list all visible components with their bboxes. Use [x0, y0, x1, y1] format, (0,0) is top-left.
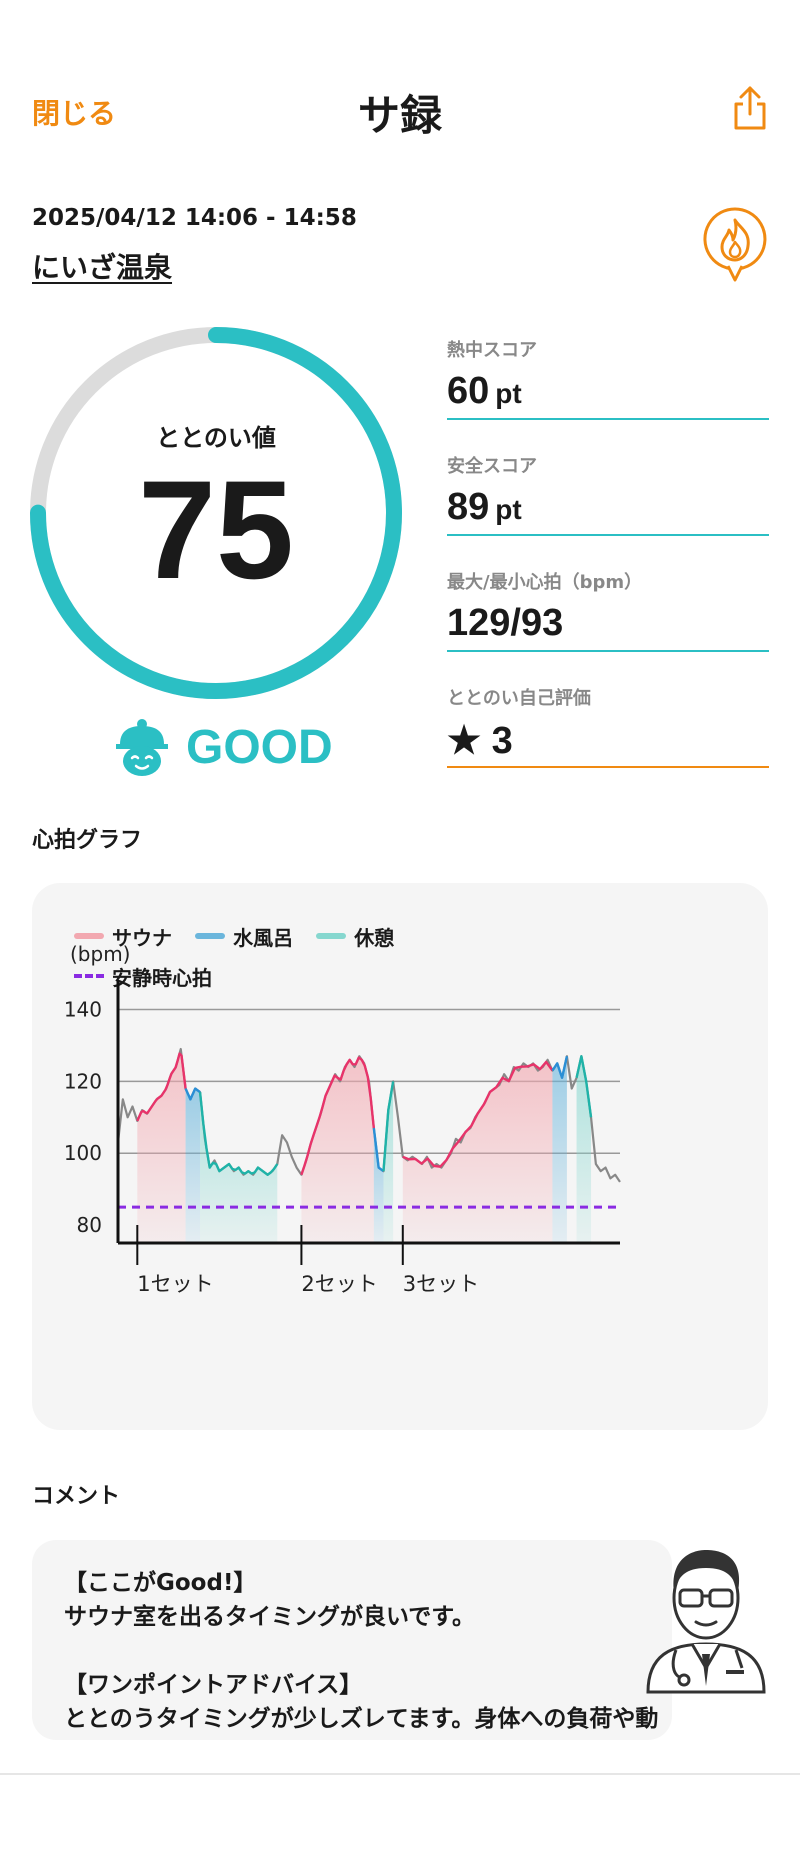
gauge-label: ととのい値 [156, 424, 276, 452]
phase-area-sauna [402, 1061, 553, 1243]
session-datetime: 2025/04/12 14:06 - 14:58 [32, 205, 357, 231]
stat-label: ととのい自己評価 [447, 688, 591, 709]
stat-safety-score: 安全スコア 89 pt [447, 446, 769, 562]
stat-heat-score: 熱中スコア 60 pt [447, 330, 769, 446]
stat-value: ★ 3 [447, 718, 513, 763]
rating-badge: GOOD [112, 712, 333, 782]
heart-rate-line-rest [382, 1081, 395, 1172]
phase-area-sauna [301, 1057, 374, 1243]
legend-label: 水風呂 [233, 925, 294, 950]
phase-area-sauna [137, 1053, 186, 1243]
x-tick-label: 3セット [403, 1272, 479, 1296]
stat-number: 129/93 [447, 602, 564, 644]
heart-rate-line-cold [372, 1127, 385, 1173]
bottom-divider [0, 1773, 800, 1775]
legend-item-rest: 休憩 [316, 916, 394, 956]
y-tick-label: 80 [77, 1213, 102, 1237]
phase-area-cold [185, 1088, 201, 1243]
stat-divider [447, 418, 769, 420]
cap-face-icon [112, 716, 172, 778]
stat-divider [447, 534, 769, 536]
totonoi-gauge [28, 325, 404, 701]
stat-value: 89 pt [447, 486, 522, 529]
stat-self-rating[interactable]: ととのい自己評価 ★ 3 [447, 678, 769, 794]
stat-label: 熱中スコア [447, 340, 537, 361]
gauge-value: 75 [138, 451, 294, 608]
share-icon[interactable] [730, 84, 770, 132]
comment-section-title: コメント [32, 1484, 121, 1509]
legend-item-sauna: サウナ [74, 916, 172, 956]
stat-label: 最大/最小心拍（bpm） [447, 572, 643, 593]
x-tick-label: 2セット [301, 1272, 377, 1296]
stat-number: ★ 3 [447, 720, 513, 762]
phase-area-cold [552, 1056, 567, 1243]
header: 閉じる サ録 [0, 0, 800, 215]
rating-text: GOOD [186, 720, 333, 774]
legend-dash [74, 974, 104, 978]
phase-area-rest [576, 1056, 592, 1243]
stat-number: 89 [447, 486, 490, 528]
y-tick-label: 100 [64, 1141, 102, 1165]
chart-section-title: 心拍グラフ [32, 828, 143, 853]
heart-rate-line-sauna [300, 1056, 376, 1176]
stat-value: 60 pt [447, 370, 522, 413]
phase-area-rest [200, 1092, 278, 1243]
stat-unit: pt [495, 494, 522, 525]
legend-item-resting-hr: 安静時心拍 [74, 956, 212, 996]
heart-rate-line-rest [575, 1055, 593, 1118]
session-place-link[interactable]: にいざ温泉 [32, 251, 173, 284]
legend-swatch [316, 933, 347, 939]
stat-divider [447, 766, 769, 768]
legend-item-cold: 水風呂 [195, 916, 293, 956]
comment-card: 【ここがGood!】 サウナ室を出るタイミングが良いです。 【ワンポイントアドバ… [32, 1540, 672, 1740]
stat-label: 安全スコア [447, 456, 537, 477]
phase-area-rest [383, 1081, 394, 1243]
heart-rate-line-rest [198, 1092, 279, 1176]
fire-icon[interactable] [702, 206, 768, 286]
stat-divider [447, 650, 769, 652]
stat-value: 129/93 [447, 602, 563, 645]
heart-rate-chart-card: サウナ 水風呂 休憩 安静時心拍 (bpm) 80 100 120 140 1セット 2セッ… [32, 883, 768, 1430]
stats-panel: 熱中スコア 60 pt 安全スコア 89 pt 最大/最小心拍（bpm） 129/9… [447, 330, 769, 794]
page-title: サ録 [357, 91, 442, 140]
chart-legend: サウナ 水風呂 休憩 安静時心拍 [74, 916, 594, 996]
stat-number: 60 [447, 370, 490, 412]
x-tick-label: 1セット [137, 1272, 213, 1296]
legend-label: サウナ [112, 925, 172, 950]
doctor-icon [640, 1536, 772, 1696]
legend-swatch [195, 933, 226, 939]
y-axis-label: (bpm) [70, 942, 130, 966]
comment-text: 【ここがGood!】 サウナ室を出るタイミングが良いです。 【ワンポイントアドバ… [64, 1570, 659, 1732]
legend-swatch [74, 933, 104, 939]
heart-rate-line-sauna [136, 1052, 187, 1122]
close-button[interactable]: 閉じる [32, 97, 117, 130]
stat-unit: pt [495, 378, 522, 409]
heart-rate-chart: (bpm) 80 100 120 140 1セット 2セット 3セット [64, 942, 621, 1296]
y-tick-label: 140 [64, 998, 102, 1022]
heart-rate-line-sauna [402, 1060, 554, 1168]
legend-label: 休憩 [354, 925, 395, 950]
heart-rate-line-cold [551, 1055, 569, 1079]
stat-heart-rate: 最大/最小心拍（bpm） 129/93 [447, 562, 769, 678]
y-tick-label: 120 [64, 1069, 102, 1093]
legend-label: 安静時心拍 [112, 965, 212, 990]
heart-rate-line-cold [184, 1087, 201, 1101]
gauge-progress [30, 327, 402, 699]
